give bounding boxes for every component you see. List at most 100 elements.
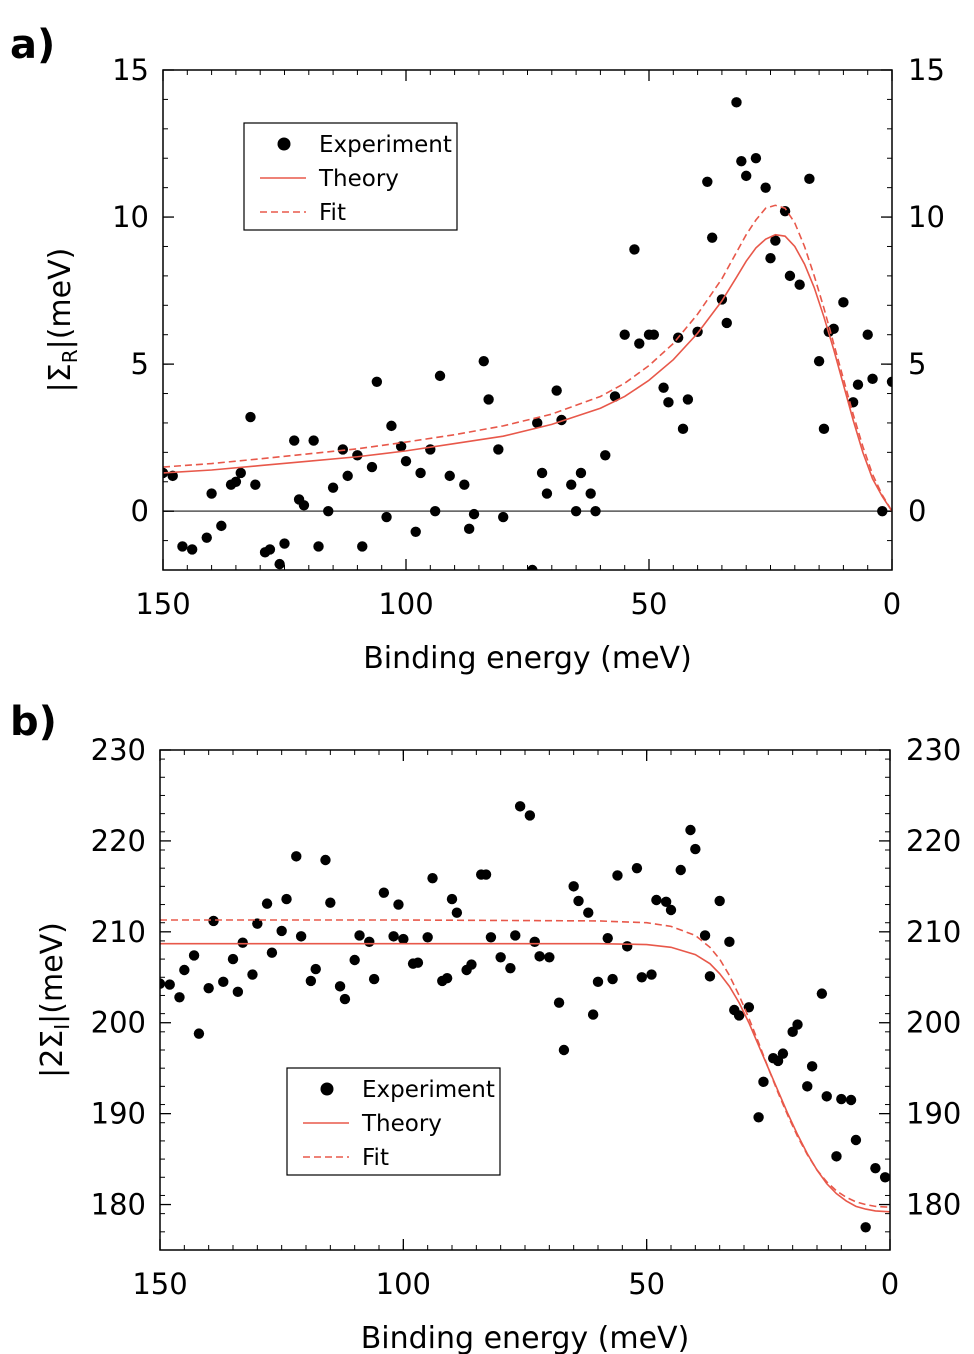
data-point bbox=[281, 893, 292, 905]
legend-label: Theory bbox=[361, 1111, 442, 1137]
data-point bbox=[371, 376, 383, 387]
right-y-tick-label: 5 bbox=[908, 347, 926, 381]
theory-line bbox=[163, 233, 892, 512]
data-point bbox=[354, 930, 365, 941]
legend-label: Fit bbox=[319, 200, 346, 226]
data-point bbox=[629, 244, 640, 255]
data-point bbox=[444, 470, 455, 482]
data-point bbox=[388, 931, 399, 942]
data-point bbox=[590, 505, 601, 517]
plot-area bbox=[160, 801, 890, 1233]
data-point bbox=[583, 907, 594, 918]
legend: Experiment Theory Fit bbox=[286, 1067, 501, 1176]
data-point bbox=[753, 1112, 764, 1123]
x-tick-label: 50 bbox=[628, 1267, 665, 1301]
data-point bbox=[208, 915, 219, 927]
data-point bbox=[337, 444, 349, 455]
data-point bbox=[410, 526, 421, 537]
x-tick-label: 150 bbox=[135, 587, 190, 621]
right-y-tick-label: 230 bbox=[906, 733, 961, 767]
data-point bbox=[831, 1151, 842, 1162]
y-tick-label: 200 bbox=[91, 1006, 146, 1040]
theory-line bbox=[160, 942, 890, 1213]
y-tick-label: 210 bbox=[91, 915, 146, 949]
x-tick-label: 0 bbox=[881, 1267, 899, 1301]
x-tick-label: 0 bbox=[883, 587, 901, 621]
data-point bbox=[230, 476, 242, 487]
data-point bbox=[585, 488, 596, 499]
data-point bbox=[310, 963, 321, 975]
data-point bbox=[879, 1172, 890, 1183]
data-point bbox=[534, 951, 545, 962]
right-y-tick-label: 180 bbox=[906, 1188, 961, 1222]
fit-line bbox=[160, 919, 890, 1209]
data-point bbox=[289, 435, 300, 446]
data-point bbox=[813, 355, 825, 367]
data-point bbox=[415, 467, 426, 479]
data-point bbox=[201, 532, 212, 543]
data-point bbox=[495, 952, 506, 963]
data-point bbox=[731, 97, 742, 108]
legend-marker-experiment bbox=[277, 137, 291, 151]
data-point bbox=[758, 1076, 769, 1088]
data-point bbox=[164, 979, 175, 990]
data-point bbox=[699, 930, 711, 941]
data-point bbox=[206, 488, 217, 499]
data-point bbox=[425, 444, 436, 455]
data-point bbox=[245, 411, 256, 423]
data-point bbox=[274, 558, 285, 570]
data-point bbox=[468, 508, 480, 520]
data-point bbox=[750, 153, 762, 164]
data-point bbox=[877, 505, 888, 517]
data-point bbox=[427, 872, 438, 884]
data-point bbox=[429, 505, 441, 517]
data-point bbox=[279, 538, 290, 549]
data-point bbox=[252, 918, 263, 929]
data-point bbox=[724, 936, 735, 948]
data-point bbox=[250, 479, 261, 490]
data-point bbox=[741, 170, 752, 182]
data-point bbox=[570, 505, 582, 517]
data-point bbox=[665, 904, 677, 916]
data-point bbox=[510, 930, 521, 941]
legend: Experiment Theory Fit bbox=[243, 122, 458, 231]
data-point bbox=[398, 933, 409, 945]
data-point bbox=[651, 894, 662, 906]
y-tick-label: 10 bbox=[112, 200, 149, 234]
data-point bbox=[870, 1162, 881, 1174]
legend-label: Theory bbox=[318, 166, 399, 192]
data-point bbox=[770, 235, 781, 246]
data-point bbox=[298, 500, 310, 511]
data-point bbox=[529, 936, 540, 948]
data-point bbox=[660, 896, 672, 908]
data-point bbox=[366, 461, 378, 473]
data-point bbox=[400, 455, 412, 467]
panel-letter: b) bbox=[10, 699, 57, 745]
data-point bbox=[702, 176, 713, 187]
data-point bbox=[685, 824, 696, 836]
data-point bbox=[334, 981, 346, 992]
data-point bbox=[177, 541, 188, 552]
x-axis-title: Binding energy (meV) bbox=[361, 1321, 690, 1354]
data-point bbox=[193, 1028, 205, 1039]
data-point bbox=[188, 950, 200, 961]
data-point bbox=[784, 270, 796, 282]
x-tick-label: 100 bbox=[376, 1267, 431, 1301]
data-point bbox=[743, 1002, 755, 1013]
data-point bbox=[587, 1009, 599, 1020]
data-point bbox=[463, 523, 475, 535]
data-point bbox=[736, 155, 747, 167]
data-point bbox=[261, 898, 273, 909]
data-point bbox=[339, 993, 351, 1005]
data-point bbox=[777, 1048, 789, 1059]
data-point bbox=[412, 957, 424, 968]
data-point bbox=[779, 205, 791, 217]
data-point bbox=[514, 801, 526, 812]
x-tick-label: 100 bbox=[378, 587, 433, 621]
data-point bbox=[368, 973, 380, 985]
data-point bbox=[276, 925, 287, 937]
data-point bbox=[459, 479, 470, 490]
data-point bbox=[393, 899, 404, 910]
data-point bbox=[218, 976, 229, 988]
y-tick-label: 220 bbox=[91, 824, 146, 858]
